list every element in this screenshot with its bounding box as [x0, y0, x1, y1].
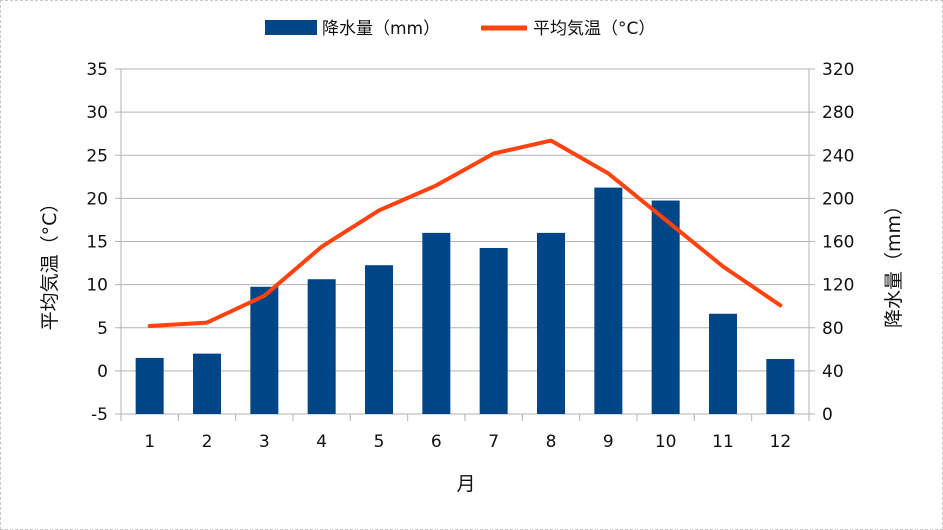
right-tick-label: 40	[822, 362, 844, 382]
x-tick-label: 6	[431, 432, 442, 452]
x-tick-label: 8	[546, 432, 557, 452]
precipitation-bar	[422, 232, 451, 414]
right-tick-label: 160	[822, 233, 854, 253]
right-tick-label: 80	[822, 319, 844, 339]
x-axis-title: 月	[456, 473, 475, 495]
left-tick-label: 35	[86, 60, 108, 80]
right-tick-label: 320	[822, 60, 854, 80]
temperature-line	[147, 138, 783, 328]
left-axis-title: 平均気温（°C）	[39, 194, 61, 331]
right-tick-label: 280	[822, 103, 854, 123]
x-tick-label: 5	[374, 432, 385, 452]
left-tick-label: 30	[86, 103, 108, 123]
legend-swatch-precipitation	[265, 20, 317, 35]
left-tick-label: 25	[86, 146, 108, 166]
left-tick-label: 0	[97, 362, 108, 382]
x-tick-label: 11	[712, 432, 734, 452]
precipitation-bar	[709, 313, 737, 414]
precipitation-bar	[766, 359, 795, 414]
left-tick-label: 15	[86, 233, 108, 253]
precipitation-bar	[193, 353, 221, 414]
axes	[120, 69, 810, 421]
x-tick-label: 2	[202, 432, 213, 452]
x-tick-label: 1	[144, 432, 155, 452]
x-tick-label: 4	[316, 432, 327, 452]
left-tick-label: 20	[86, 189, 108, 209]
x-tick-label: 9	[603, 432, 614, 452]
right-tick-label: 240	[822, 146, 854, 166]
right-axis-tick-labels: 320 280 240 200 160 120 80 40 0	[822, 60, 854, 425]
left-tick-label: 10	[86, 276, 108, 296]
precipitation-bar	[135, 357, 164, 414]
x-tick-label: 3	[259, 432, 270, 452]
left-tick-label: -5	[91, 405, 108, 425]
legend-label-temperature: 平均気温（°C）	[533, 19, 655, 39]
x-tick-label: 7	[488, 432, 499, 452]
left-tick-label: 5	[97, 319, 108, 339]
precipitation-bar	[365, 265, 393, 414]
precipitation-bar	[594, 187, 623, 414]
x-tick-label: 10	[655, 432, 677, 452]
right-tick-label: 200	[822, 189, 854, 209]
right-tick-label: 0	[822, 405, 833, 425]
precipitation-bar	[537, 232, 565, 414]
precipitation-bar	[307, 279, 336, 414]
legend-label-precipitation: 降水量（mm）	[322, 19, 440, 39]
legend: 降水量（mm） 平均気温（°C）	[265, 19, 655, 39]
x-axis-tick-labels: 1 2 3 4 5 6 7 8 9 10 11 12	[144, 432, 791, 452]
left-axis-tick-labels: 35 30 25 20 15 10 5 0 -5	[86, 60, 108, 425]
right-tick-label: 120	[822, 276, 854, 296]
right-axis-title: 降水量（mm）	[883, 196, 905, 328]
precipitation-bars	[135, 187, 795, 414]
precipitation-bar	[250, 286, 279, 414]
precipitation-bar	[479, 247, 508, 414]
x-tick-label: 12	[770, 432, 792, 452]
temperature-series-line	[147, 138, 783, 328]
precipitation-bar	[651, 200, 680, 414]
